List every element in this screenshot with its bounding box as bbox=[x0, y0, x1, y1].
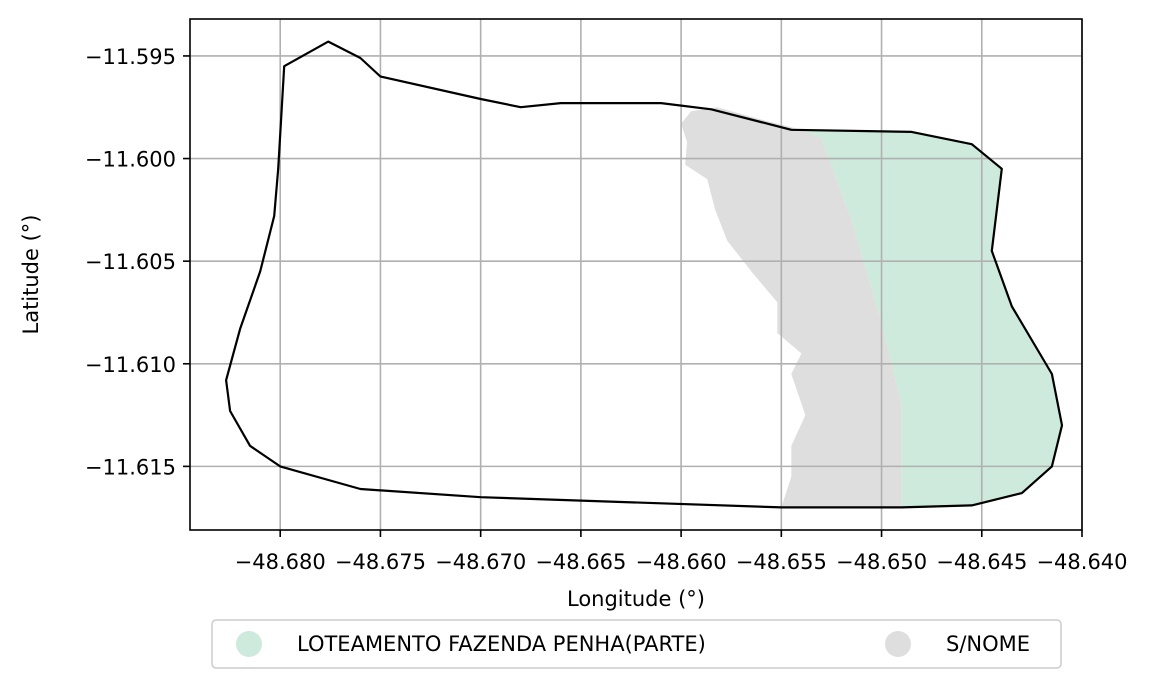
x-tick-label: −48.675 bbox=[335, 550, 426, 574]
legend-entries: LOTEAMENTO FAZENDA PENHA(PARTE) S/NOME bbox=[236, 631, 1030, 657]
region-loteamento-fazenda-penha bbox=[801, 129, 1062, 508]
ticks-layer: −48.680 −48.675 −48.670 −48.665 −48.660 −48.6… bbox=[85, 45, 1128, 574]
x-tick-label: −48.680 bbox=[235, 550, 326, 574]
x-tick-label: −48.640 bbox=[1036, 550, 1127, 574]
legend-label: S/NOME bbox=[946, 632, 1030, 656]
y-axis-label: Latitude (°) bbox=[19, 215, 43, 335]
regions-layer bbox=[681, 107, 1062, 508]
y-tick-label: −11.595 bbox=[85, 45, 176, 69]
legend-label: LOTEAMENTO FAZENDA PENHA(PARTE) bbox=[297, 632, 706, 656]
y-tick-label: −11.605 bbox=[85, 250, 176, 274]
x-tick-label: −48.650 bbox=[836, 550, 927, 574]
legend-frame bbox=[211, 619, 1062, 669]
x-tick-label: −48.670 bbox=[435, 550, 526, 574]
study-area-boundary bbox=[225, 40, 1064, 509]
x-tick-label: −48.660 bbox=[636, 550, 727, 574]
y-tick-label: −11.610 bbox=[85, 353, 176, 377]
y-tick-label: −11.600 bbox=[85, 148, 176, 172]
region-s-nome bbox=[681, 107, 902, 508]
y-tick-label: −11.615 bbox=[85, 455, 176, 479]
plot-frame bbox=[189, 18, 1083, 531]
x-tick-label: −48.655 bbox=[736, 550, 827, 574]
boundary-layer bbox=[225, 40, 1064, 509]
x-tick-label: −48.645 bbox=[936, 550, 1027, 574]
legend: LOTEAMENTO FAZENDA PENHA(PARTE) S/NOME bbox=[211, 619, 1062, 669]
x-axis-label: Longitude (°) bbox=[567, 587, 705, 611]
x-tick-label: −48.665 bbox=[535, 550, 626, 574]
legend-marker bbox=[885, 631, 911, 657]
legend-marker bbox=[236, 631, 262, 657]
